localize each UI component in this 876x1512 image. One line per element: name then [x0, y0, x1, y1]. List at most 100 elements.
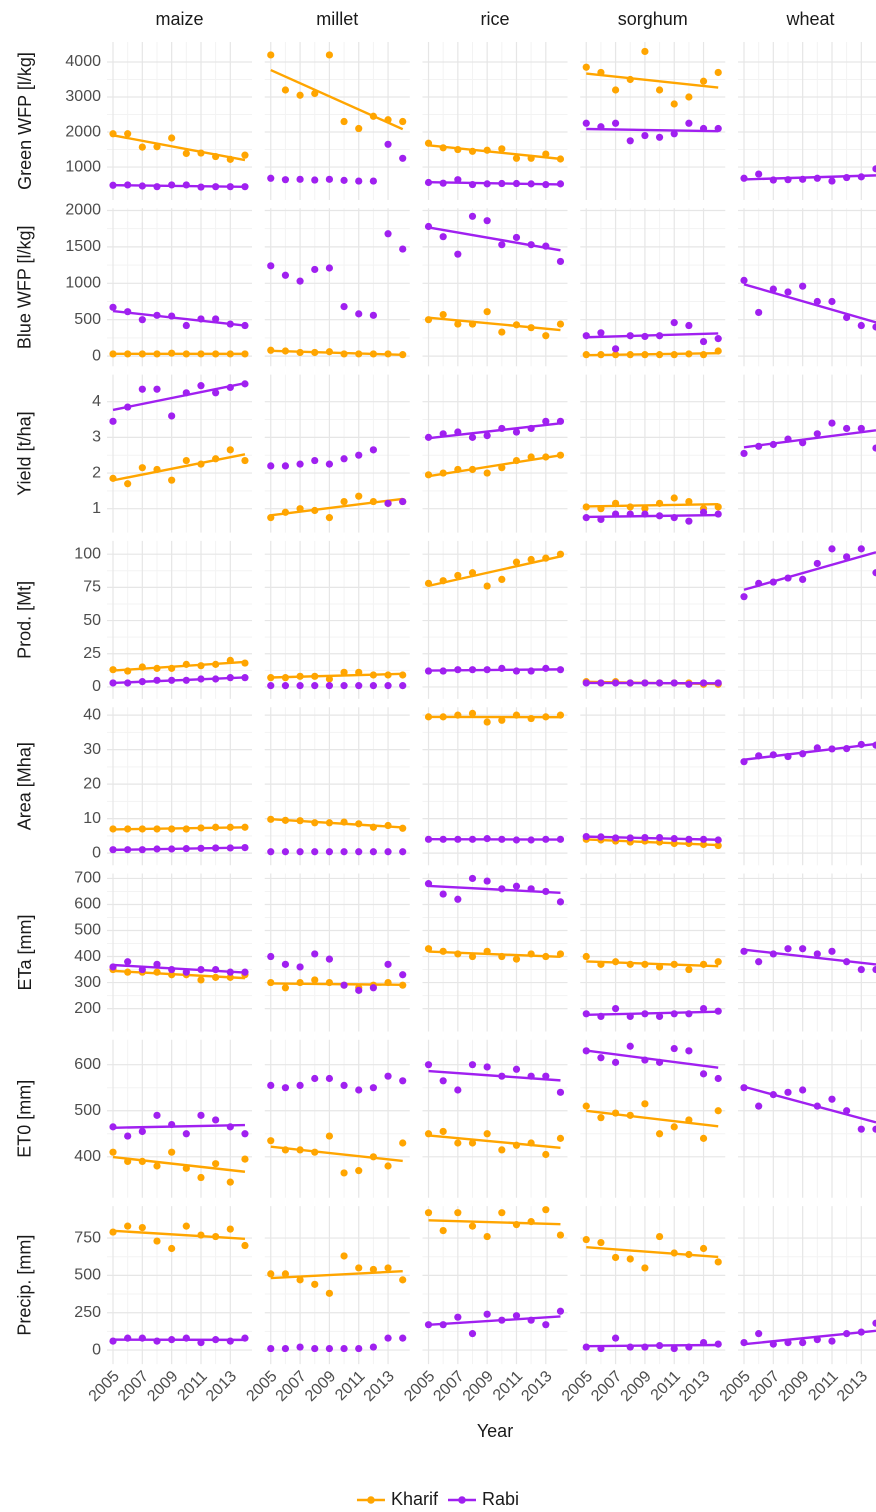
trend-line	[428, 1315, 561, 1327]
x-tick-label: 2005	[86, 1368, 123, 1405]
point	[212, 389, 220, 397]
point	[512, 558, 521, 566]
point	[843, 1107, 851, 1115]
point	[399, 245, 407, 253]
point	[340, 1169, 348, 1177]
x-tick-label: 2013	[518, 1368, 555, 1405]
point	[311, 950, 319, 958]
point	[340, 682, 348, 690]
point	[799, 1086, 807, 1094]
y-tick-label: 700	[74, 870, 101, 887]
point	[182, 321, 190, 330]
point	[872, 444, 876, 452]
point	[582, 63, 590, 71]
point	[340, 176, 348, 184]
point	[670, 1044, 678, 1053]
point	[212, 315, 220, 323]
point	[714, 836, 722, 844]
point	[556, 320, 565, 328]
point	[384, 140, 392, 148]
panel	[580, 208, 726, 367]
point	[369, 1084, 377, 1092]
panel	[107, 1206, 252, 1365]
panel	[422, 208, 568, 367]
point	[226, 446, 234, 454]
trend-line	[270, 817, 403, 829]
x-tick-label: 2011	[490, 1368, 526, 1404]
y-tick-label: 1500	[65, 238, 101, 255]
point	[340, 117, 348, 126]
x-tick-label: 2005	[401, 1368, 438, 1405]
point	[699, 1134, 708, 1142]
point	[124, 480, 132, 488]
point	[784, 288, 792, 296]
point	[153, 1111, 161, 1119]
point	[828, 947, 836, 955]
point	[138, 316, 146, 324]
point	[369, 177, 377, 185]
point	[340, 1344, 348, 1353]
y-tick-label: 25	[83, 645, 101, 662]
point	[512, 428, 521, 436]
point	[556, 1231, 565, 1239]
point	[424, 667, 433, 675]
point	[655, 1130, 664, 1138]
y-axis-title: Precip. [mm]	[15, 1235, 35, 1336]
point	[384, 682, 392, 690]
point	[281, 848, 290, 856]
trend-line	[112, 1155, 246, 1173]
y-tick-label: 2000	[65, 202, 101, 219]
point	[384, 1072, 392, 1080]
y-axis-title: Yield [t/ha]	[15, 411, 35, 495]
panel	[738, 208, 876, 367]
point	[281, 271, 290, 279]
point	[399, 981, 407, 989]
point	[611, 119, 620, 127]
point	[182, 1130, 190, 1138]
point	[468, 1061, 477, 1069]
point	[872, 1125, 876, 1133]
point	[439, 1226, 447, 1235]
point	[655, 133, 664, 141]
point	[813, 950, 821, 958]
point	[267, 848, 275, 856]
point	[439, 1077, 447, 1085]
point	[197, 976, 205, 984]
point	[109, 303, 117, 311]
point	[355, 848, 363, 856]
trend-line	[112, 183, 245, 188]
point	[124, 130, 132, 138]
point	[369, 311, 377, 319]
trend-line	[586, 960, 719, 968]
y-tick-label: 0	[92, 844, 101, 861]
facet-label: wheat	[785, 9, 834, 29]
point	[439, 890, 447, 898]
legend: Kharif Rabi	[356, 1489, 519, 1509]
point	[611, 1004, 620, 1013]
point	[296, 91, 304, 99]
point	[241, 1155, 249, 1163]
point	[512, 233, 521, 242]
point	[241, 456, 249, 465]
point	[340, 1081, 348, 1090]
point	[582, 119, 590, 127]
legend-swatch	[367, 1496, 375, 1504]
point	[325, 514, 334, 522]
point	[182, 1222, 190, 1230]
panel	[107, 42, 252, 200]
point	[296, 963, 304, 971]
point	[454, 1086, 462, 1094]
facet-label: maize	[155, 9, 203, 29]
point	[399, 1276, 407, 1284]
point	[699, 1004, 708, 1013]
point	[714, 1074, 722, 1083]
panel	[107, 1039, 252, 1198]
trend-line	[428, 316, 561, 332]
point	[714, 841, 722, 850]
point	[355, 492, 363, 500]
trend-line	[428, 422, 561, 440]
point	[241, 350, 249, 358]
point	[828, 545, 836, 553]
point	[828, 177, 836, 185]
